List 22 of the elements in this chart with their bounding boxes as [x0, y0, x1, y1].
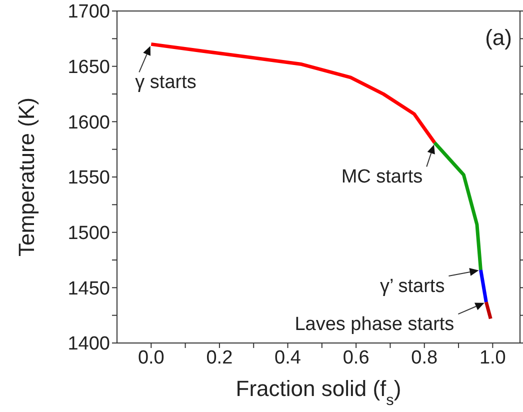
y-tick-label: 1650 [68, 57, 110, 78]
x-tick-label: 0.6 [342, 347, 370, 368]
y-tick-label: 1500 [68, 223, 110, 244]
line-series [432, 140, 482, 272]
x-tick-label: 0.2 [206, 347, 233, 368]
y-tick-label: 1600 [68, 112, 110, 134]
line-series [149, 42, 436, 144]
y-tick-label: 1700 [68, 2, 110, 23]
y-tick-label: 1400 [68, 334, 110, 355]
x-tick-label: 0.8 [411, 347, 438, 368]
x-axis-title: Fraction solid (f$_{s}$) [236, 376, 402, 408]
annotation: MC starts [341, 166, 423, 188]
x-tick-label: 0.0 [138, 347, 164, 368]
y-tick-label: 1450 [68, 278, 110, 300]
y-tick-label: 1550 [68, 168, 110, 189]
annotation: (a) [485, 25, 512, 50]
x-tick-label: 1.0 [479, 347, 506, 368]
x-tick-label: 0.4 [274, 347, 302, 368]
annotation: Laves phase starts [294, 314, 454, 336]
y-axis-title: Temperature (K) [14, 98, 39, 256]
annotation: γ starts [135, 72, 196, 94]
annotation: γ’ starts [380, 276, 445, 297]
